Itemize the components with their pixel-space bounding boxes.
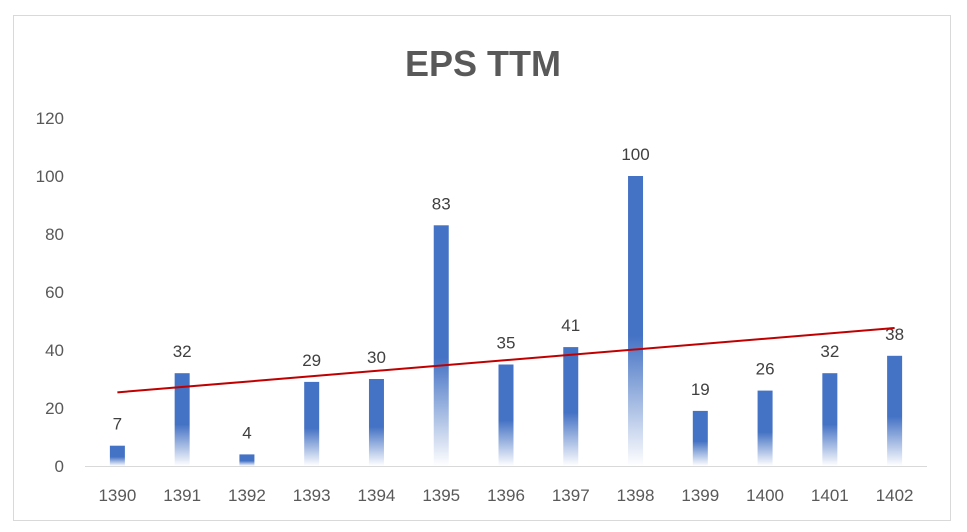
chart-title: EPS TTM: [405, 43, 561, 84]
x-axis-ticks: 1390 1391 1392 1393 1394 1395 1396 1397 1398 1399…: [98, 486, 913, 505]
bar-1398: [628, 176, 644, 466]
data-label-1394: 30: [367, 348, 386, 367]
x-tick-label: 1390: [98, 486, 136, 505]
x-tick-label: 1397: [552, 486, 590, 505]
x-tick-label: 1396: [487, 486, 525, 505]
x-tick-label: 1394: [358, 486, 396, 505]
bar-1397: [563, 347, 579, 466]
data-label-1392: 4: [242, 423, 251, 442]
bar-1395: [433, 225, 449, 466]
bar-1391: [174, 373, 190, 466]
data-label-1397: 41: [561, 316, 580, 335]
bar-1402: [887, 355, 903, 466]
bar-1401: [822, 373, 838, 466]
x-tick-label: 1402: [876, 486, 914, 505]
y-tick-label: 60: [45, 283, 64, 302]
x-tick-label: 1399: [681, 486, 719, 505]
chart-frame: [13, 15, 951, 521]
y-tick-label: 100: [36, 167, 64, 186]
bar-1396: [498, 364, 514, 466]
x-tick-label: 1401: [811, 486, 849, 505]
data-label-1393: 29: [302, 351, 321, 370]
y-tick-label: 40: [45, 341, 64, 360]
data-label-1395: 83: [432, 194, 451, 213]
bar-1400: [757, 390, 773, 466]
y-tick-label: 20: [45, 399, 64, 418]
bar-1392: [239, 454, 255, 466]
y-tick-label: 120: [36, 109, 64, 128]
bars-group: [109, 176, 903, 466]
y-axis-ticks: 0 20 40 60 80 100 120: [36, 109, 64, 476]
y-tick-label: 80: [45, 225, 64, 244]
x-tick-label: 1392: [228, 486, 266, 505]
data-label-1402: 38: [885, 325, 904, 344]
data-labels-group: 7 32 4 29 30 83 35 41 100 19 26 32 38: [113, 145, 904, 442]
y-tick-label: 0: [55, 457, 64, 476]
data-label-1401: 32: [820, 342, 839, 361]
bar-1394: [368, 379, 384, 466]
x-tick-label: 1398: [617, 486, 655, 505]
data-label-1398: 100: [621, 145, 649, 164]
data-label-1400: 26: [756, 360, 775, 379]
x-tick-label: 1400: [746, 486, 784, 505]
x-tick-label: 1391: [163, 486, 201, 505]
x-tick-label: 1393: [293, 486, 331, 505]
data-label-1399: 19: [691, 380, 710, 399]
trendline: [117, 326, 895, 394]
x-tick-label: 1395: [422, 486, 460, 505]
bar-1393: [304, 381, 320, 466]
data-label-1390: 7: [113, 415, 122, 434]
data-label-1391: 32: [173, 342, 192, 361]
data-label-1396: 35: [497, 334, 516, 353]
bar-1390: [109, 445, 125, 466]
bar-1399: [692, 410, 708, 466]
